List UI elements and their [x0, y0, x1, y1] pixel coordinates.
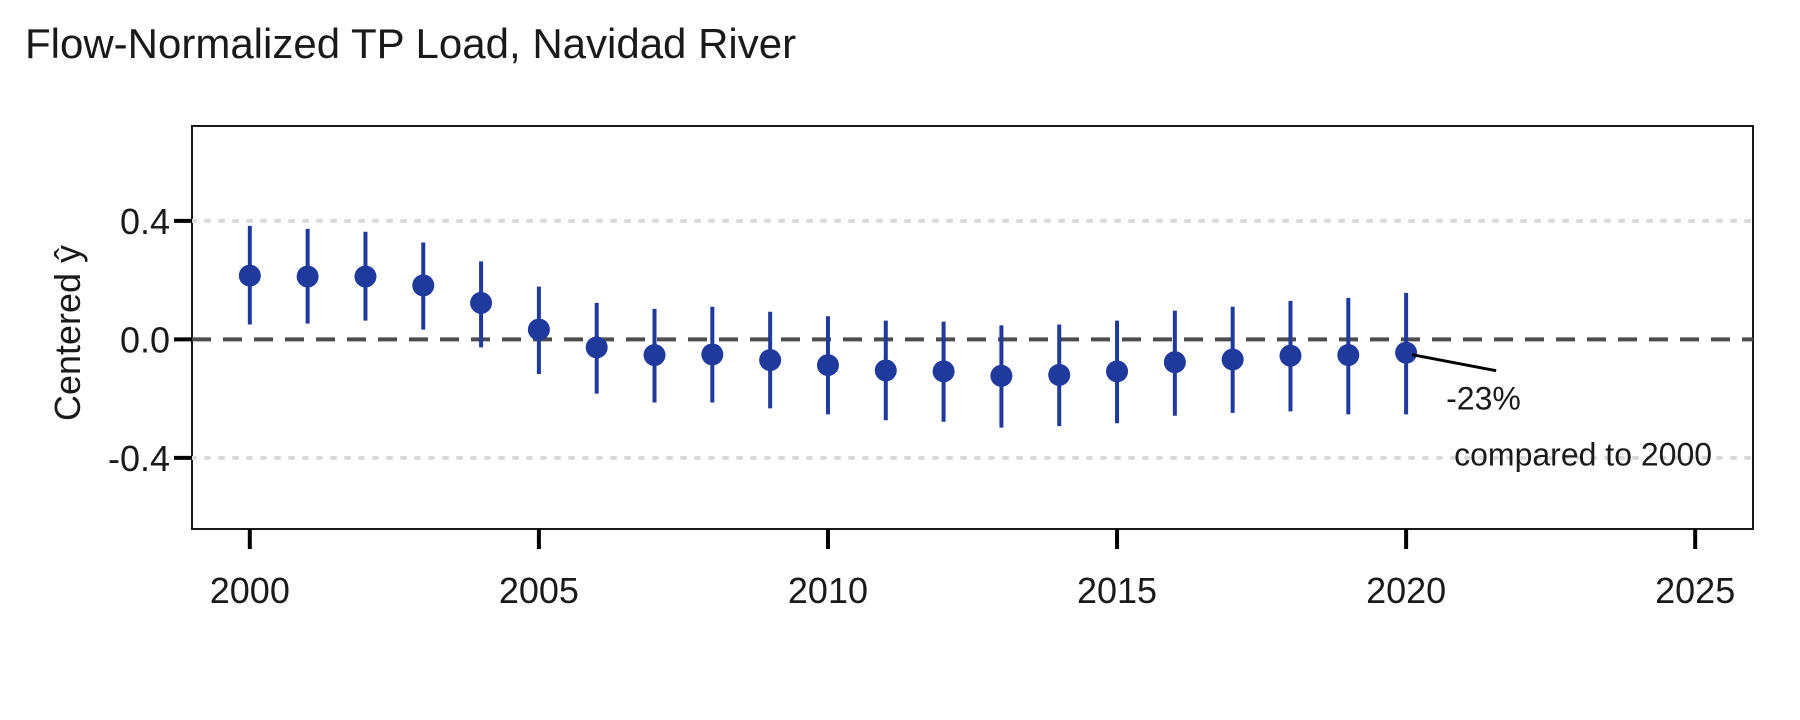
x-tick-label: 2010: [788, 570, 868, 611]
data-point: [990, 364, 1013, 387]
data-point: [1337, 344, 1360, 367]
y-axis-label: Centered ŷ: [47, 245, 88, 421]
grid-lines: [190, 218, 1755, 460]
axis-layer: 0.4 0.0 -0.4 2000 2005 2010 2015 2020 2025: [108, 201, 1735, 611]
chart-title: Flow-Normalized TP Load, Navidad River: [25, 20, 796, 67]
annotation-leader: [1411, 353, 1497, 373]
data-point: [354, 265, 377, 288]
data-point: [643, 344, 666, 367]
data-point: [1106, 360, 1129, 383]
data-point: [470, 291, 493, 314]
data-point: [1395, 341, 1418, 364]
data-layer: [238, 225, 1418, 428]
data-point: [296, 265, 319, 288]
data-point: [412, 274, 435, 297]
annotation-layer: -23% compared to 2000: [1411, 353, 1712, 473]
data-point: [1221, 348, 1244, 371]
y-tick-label: 0.4: [120, 201, 170, 242]
data-point: [585, 336, 608, 359]
y-tick-label: -0.4: [108, 438, 170, 479]
x-tick-label: 2025: [1655, 570, 1735, 611]
data-point: [932, 360, 955, 383]
data-point: [1048, 363, 1071, 386]
data-point: [759, 349, 782, 372]
plot-panel: [191, 125, 1754, 530]
annotation-subtext: compared to 2000: [1454, 437, 1712, 473]
x-tick-label: 2015: [1077, 570, 1157, 611]
data-point: [527, 318, 550, 341]
data-point: [1163, 351, 1186, 374]
annotation-label: -23%: [1446, 381, 1521, 417]
data-point: [874, 359, 897, 382]
data-point: [238, 264, 261, 287]
x-tick-label: 2005: [499, 570, 579, 611]
data-point: [701, 343, 724, 366]
y-tick-label: 0.0: [120, 319, 170, 360]
x-tick-label: 2020: [1366, 570, 1446, 611]
x-tick-label: 2000: [210, 570, 290, 611]
data-point: [816, 354, 839, 377]
data-point: [1279, 344, 1302, 367]
